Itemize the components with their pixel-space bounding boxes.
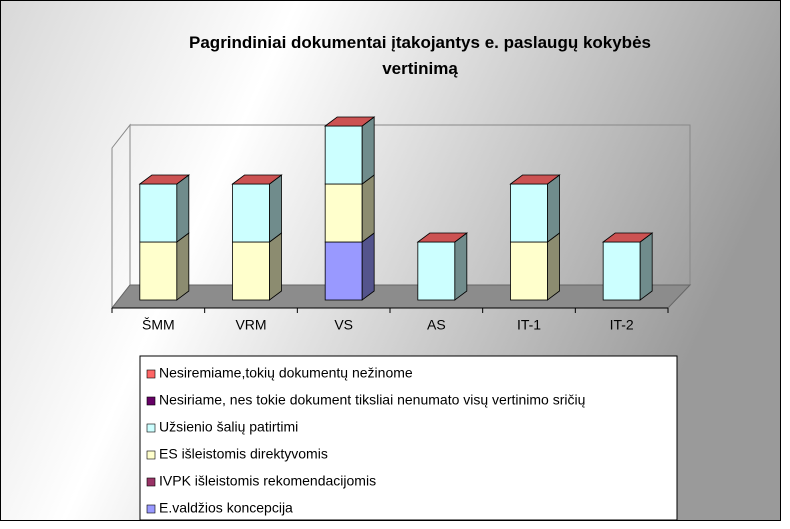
x-tick-label: ŠMM [142, 317, 175, 333]
bar-side [547, 174, 560, 243]
bar-front [324, 241, 363, 301]
bar-side [176, 174, 190, 243]
bar-top [601, 232, 654, 243]
bar-side [269, 174, 282, 243]
bar-front [510, 183, 548, 243]
bar-front [417, 241, 456, 301]
bar-top [416, 232, 469, 243]
bar-top [138, 174, 191, 185]
chart-title: Pagrindiniai dokumentai įtakojantys e. p… [189, 33, 651, 78]
x-tick-label: VRM [235, 317, 266, 333]
bar-top [509, 174, 561, 185]
bar-side [639, 232, 653, 301]
bar-side [361, 174, 375, 243]
x-tick-label: AS [427, 317, 446, 333]
bar-side [176, 232, 190, 301]
legend-swatch [146, 423, 156, 433]
legend-swatch [146, 396, 156, 406]
x-tick-label: IT-2 [610, 317, 634, 333]
bar-side [547, 232, 560, 301]
bar-side [361, 116, 375, 185]
bar-front [602, 241, 641, 301]
legend-label: IVPK išleistomis rekomendacijomis [159, 473, 376, 489]
bar-front [139, 183, 178, 243]
bar-side [361, 232, 375, 301]
legend-label: E.valdžios koncepcija [159, 500, 293, 516]
legend-label: Nesiremiame,tokių dokumentų nežinome [159, 365, 413, 381]
x-tick-label: VS [334, 317, 353, 333]
legend-label: ES išleistomis direktyvomis [159, 446, 328, 462]
x-tick-label: IT-1 [517, 317, 541, 333]
bar-front [139, 241, 178, 301]
legend-label: Užsienio šalių patirtimi [159, 419, 298, 435]
bar-front [232, 183, 270, 243]
legend-label: Nesiriame, nes tokie dokument tiksliai n… [159, 392, 586, 408]
legend-swatch [146, 369, 156, 379]
bar-top [231, 174, 283, 185]
legend [139, 355, 678, 521]
bar-side [269, 232, 282, 301]
bar-front [510, 241, 548, 301]
bar-top [323, 116, 376, 127]
bar-front [324, 125, 363, 185]
legend-swatch [146, 450, 156, 460]
bar-side [454, 232, 468, 301]
legend-swatch [146, 504, 156, 514]
legend-swatch [146, 477, 156, 487]
bar-front [232, 241, 270, 301]
bar-front [324, 183, 363, 243]
